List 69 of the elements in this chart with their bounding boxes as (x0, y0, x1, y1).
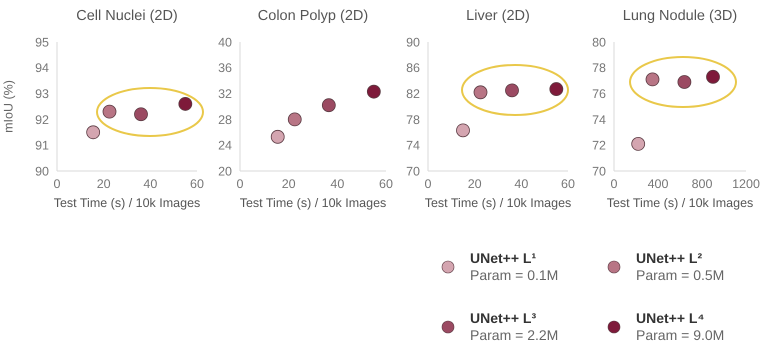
y-tick-label: 92 (35, 112, 50, 127)
x-tick-label: 40 (143, 176, 158, 191)
point (288, 112, 302, 126)
chart-title: Cell Nuclei (2D) (75, 8, 179, 24)
chart-title: Colon Polyp (2D) (256, 8, 370, 24)
x-tick-label: 20 (468, 176, 482, 191)
x-tick-label: 0 (610, 176, 618, 191)
y-tick-label: 28 (218, 112, 232, 127)
point (322, 98, 336, 112)
y-tick-label: 90 (406, 35, 420, 50)
legend-label: UNet++ L³ Param = 2.2M (470, 310, 558, 344)
x-tick-label: 0 (54, 176, 61, 191)
point (505, 83, 519, 98)
y-tick-label: 24 (218, 138, 232, 153)
x-axis-title: Test Time (s) / 10k Images (52, 196, 202, 210)
y-tick-label: 32 (218, 87, 232, 102)
y-tick-label: 78 (406, 112, 420, 127)
x-axis-title: Test Time (s) / 10k Images (606, 196, 754, 210)
legend-label: UNet++ L⁴ Param = 9.0M (636, 310, 724, 344)
y-tick-label: 90 (35, 164, 50, 178)
x-axis-title: Test Time (s) / 10k Images (424, 196, 572, 210)
y-tick-label: 91 (35, 138, 50, 153)
chart-title: Lung Nodule (3D) (622, 8, 738, 24)
chart-title: Liver (2D) (465, 8, 531, 24)
x-axis-title: Test Time (s) / 10k Images (238, 196, 388, 210)
x-tick-label: 0 (424, 176, 432, 191)
legend-label: UNet++ L¹ Param = 0.1M (470, 250, 558, 284)
y-tick-label: 36 (218, 61, 232, 76)
x-tick-label: 1200 (732, 176, 760, 191)
point (706, 70, 720, 84)
x-tick-label: 60 (561, 176, 575, 191)
x-tick-label: 60 (190, 176, 204, 191)
point (270, 130, 285, 144)
x-tick-label: 0 (236, 176, 244, 191)
y-tick-label: 74 (592, 112, 606, 127)
x-tick-label: 40 (330, 176, 344, 191)
y-tick-label: 94 (35, 61, 50, 76)
y-tick-label: 80 (592, 35, 606, 50)
point (456, 123, 470, 138)
y-tick-label: 78 (592, 61, 606, 76)
legend-label: UNet++ L² Param = 0.5M (636, 250, 724, 284)
point (86, 125, 100, 140)
y-tick-label: 70 (592, 164, 606, 178)
y-tick-label: 70 (406, 164, 420, 178)
x-tick-label: 400 (648, 176, 668, 191)
x-tick-label: 40 (514, 176, 528, 191)
point (366, 84, 381, 99)
point (178, 97, 192, 111)
y-tick-label: 93 (35, 87, 50, 102)
point (631, 137, 646, 151)
point (474, 85, 488, 100)
y-tick-label: 20 (218, 164, 232, 178)
x-tick-label: 60 (379, 176, 393, 191)
point (134, 107, 148, 122)
y-tick-label: 40 (218, 35, 232, 50)
point (102, 104, 116, 119)
point (646, 72, 660, 86)
x-tick-label: 20 (282, 176, 296, 191)
y-tick-label: 82 (406, 87, 420, 102)
y-tick-label: 74 (406, 138, 420, 153)
point (549, 82, 564, 96)
x-tick-label: 20 (96, 176, 111, 191)
y-tick-label: 76 (592, 87, 606, 102)
point (678, 75, 692, 89)
y-tick-label: 72 (592, 138, 606, 153)
y-tick-label: 95 (35, 35, 50, 50)
y-axis-title: mIoU (%) (1, 80, 16, 133)
y-tick-label: 86 (406, 61, 420, 76)
x-tick-label: 800 (692, 176, 712, 191)
